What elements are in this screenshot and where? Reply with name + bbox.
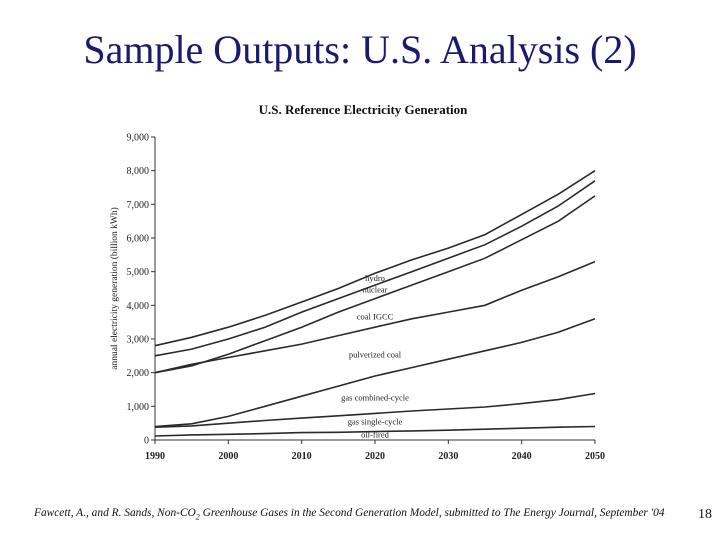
y-tick-label: 6,000 bbox=[127, 234, 150, 245]
y-tick-label: 5,000 bbox=[127, 267, 150, 278]
series-line-oil-fired bbox=[154, 425, 596, 437]
y-tick-label: 9,000 bbox=[127, 133, 150, 144]
series-label-gas-single-cycle: gas single-cycle bbox=[348, 417, 403, 427]
chart-title: U.S. Reference Electricity Generation bbox=[258, 102, 468, 117]
citation-part-2: Greenhouse Gases in the Second Generatio… bbox=[199, 507, 665, 519]
series-label-pulverized-coal: pulverized coal bbox=[349, 350, 402, 360]
series-label-nuclear: nuclear bbox=[362, 285, 387, 295]
x-tick-label: 2050 bbox=[585, 451, 605, 462]
x-tick-label: 2000 bbox=[218, 451, 238, 462]
y-tick-label: 4,000 bbox=[127, 301, 150, 312]
electricity-generation-chart: 0 1,000 2,000 3,000 4,000 5,000 6,000 7,000 8,00… bbox=[109, 133, 605, 463]
citation-part-1: Fawcett, A., and R. Sands, Non-CO bbox=[34, 507, 196, 519]
series-label-coal-IGCC: coal IGCC bbox=[357, 311, 394, 321]
y-tick-label: 3,000 bbox=[127, 335, 150, 346]
series-label-gas-combined-cycle: gas combined-cycle bbox=[341, 392, 409, 402]
citation-footer: Fawcett, A., and R. Sands, Non-CO2 Green… bbox=[34, 507, 684, 521]
x-tick-label: 2020 bbox=[365, 451, 385, 462]
y-tick-label: 7,000 bbox=[127, 200, 150, 211]
series-label-oil-fired: oil-fired bbox=[361, 429, 390, 439]
y-tick-label: 0 bbox=[144, 436, 149, 447]
y-tick-label: 2,000 bbox=[127, 368, 150, 379]
x-tick-label: 2010 bbox=[292, 451, 312, 462]
series-line-gas-combined-cycle bbox=[154, 318, 596, 428]
series-label-hydro: hydro bbox=[365, 273, 385, 283]
series-line-nuclear bbox=[154, 180, 596, 357]
x-tick-label: 2040 bbox=[512, 451, 532, 462]
slide-title: Sample Outputs: U.S. Analysis (2) bbox=[83, 27, 637, 72]
y-tick-label: 1,000 bbox=[127, 402, 150, 413]
y-axis-label: annual electricity generation (billion k… bbox=[109, 207, 120, 370]
series-line-hydro bbox=[154, 170, 596, 347]
series-line-coal-IGCC bbox=[154, 195, 596, 374]
series-line-gas-single-cycle bbox=[154, 392, 596, 428]
citation-subscript: 2 bbox=[195, 512, 200, 522]
x-tick-label: 2030 bbox=[438, 451, 458, 462]
series-line-pulverized-coal bbox=[154, 260, 596, 374]
slide-number: 18 bbox=[698, 507, 712, 522]
y-tick-label: 8,000 bbox=[127, 166, 150, 177]
x-tick-label: 1990 bbox=[145, 451, 165, 462]
